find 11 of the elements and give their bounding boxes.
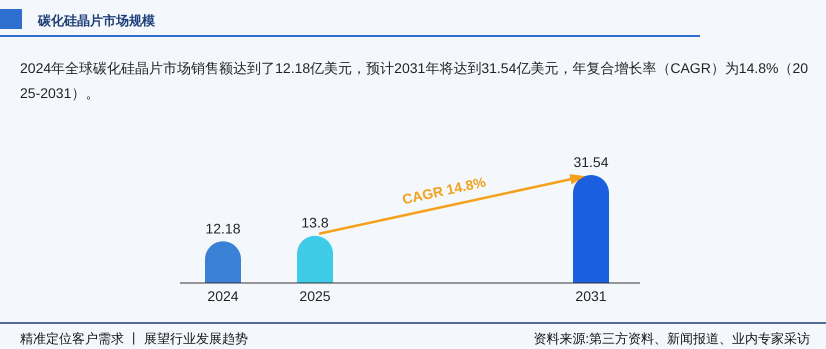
text: 资料来源:第三方资料、新闻报道、业内专家采访 [533, 331, 810, 346]
x-tick-label: 2024 [207, 288, 239, 304]
chart-subtitle: 2024年全球碳化硅晶片市场销售额达到了12.18亿美元，预计2031年将达到31.54亿美元，年复合增长率（CAGR）为14.8%（2025-2031）。 [20, 60, 808, 101]
chart-title: 碳化硅晶片市场规模 [37, 13, 155, 28]
data-label: 31.54 [573, 154, 609, 170]
text: 精准定位客户需求 丨 展望行业发展趋势 [20, 331, 248, 346]
x-tick-label: 2031 [575, 288, 607, 304]
annotation: CAGR 14.8% [400, 174, 488, 208]
x-tick-label: 2025 [299, 288, 331, 304]
data-label: 13.8 [301, 214, 329, 231]
data-label: 12.18 [205, 220, 241, 236]
